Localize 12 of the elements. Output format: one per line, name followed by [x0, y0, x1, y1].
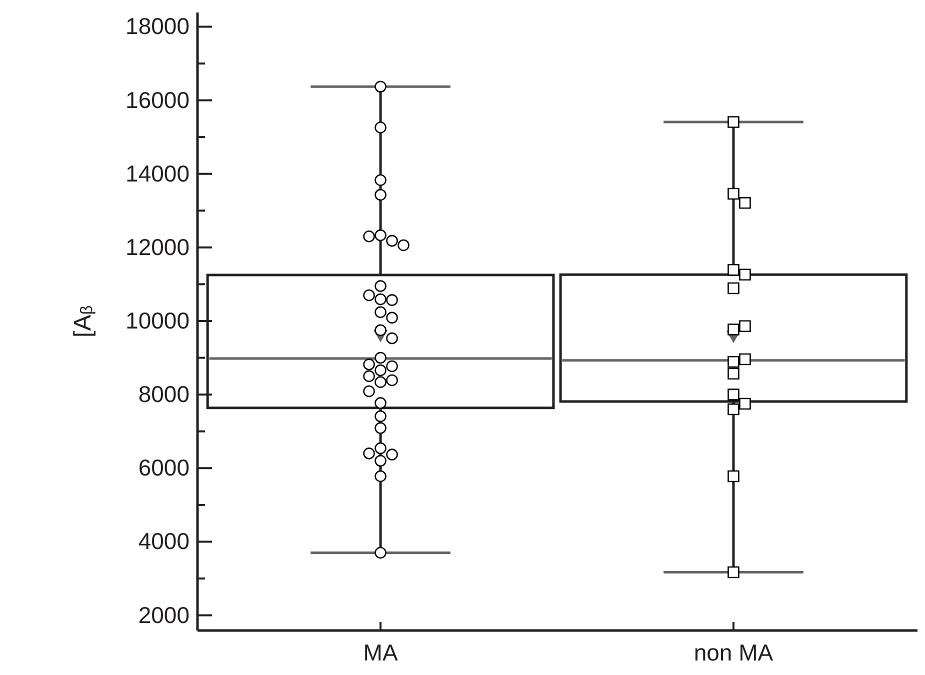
y-tick-label: 8000 [138, 381, 190, 408]
y-tick-label: 12000 [126, 234, 190, 260]
y-tick-label: 10000 [126, 308, 190, 334]
y-tick-label: 2000 [138, 602, 190, 628]
y-tick-label: 4000 [138, 528, 190, 554]
x-tick-label: non MA [694, 640, 774, 666]
y-tick-label: 6000 [138, 454, 190, 481]
y-tick-label: 14000 [126, 160, 190, 186]
x-tick-label: MA [363, 640, 398, 666]
y-axis-title: [Aᵦ [70, 306, 97, 338]
y-tick-label: 16000 [126, 86, 190, 113]
y-tick-label: 18000 [126, 13, 190, 40]
